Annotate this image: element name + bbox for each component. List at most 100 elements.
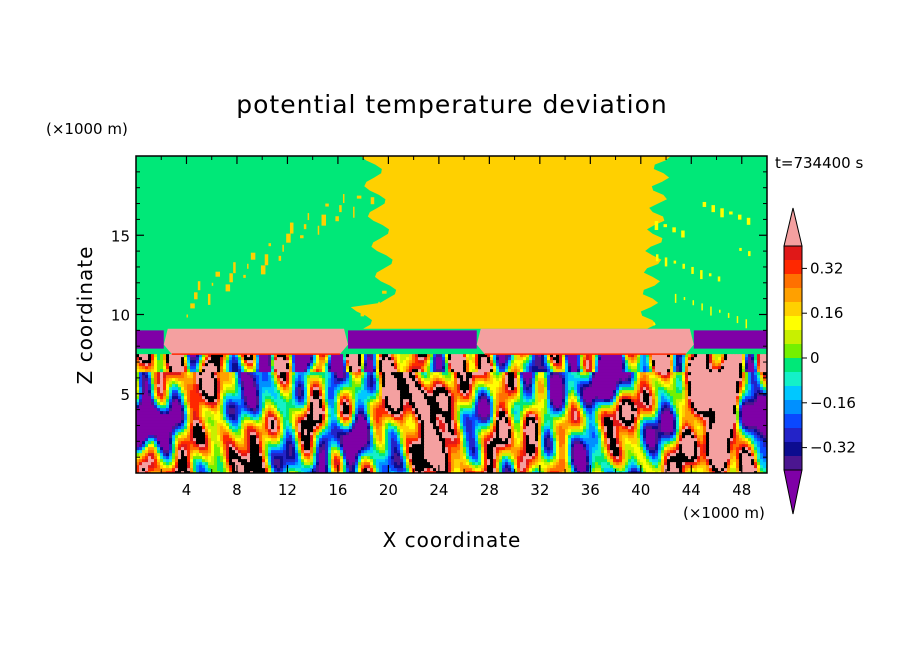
field-cell — [505, 390, 509, 394]
field-cell — [271, 396, 275, 400]
field-cell — [622, 411, 626, 415]
field-cell — [310, 396, 314, 400]
field-cell — [376, 414, 380, 418]
field-cell — [352, 384, 356, 388]
field-cell — [262, 366, 266, 370]
field-cell — [214, 414, 218, 418]
field-cell — [556, 363, 560, 367]
field-cell — [148, 396, 152, 400]
field-cell — [202, 390, 206, 394]
field-cell — [556, 402, 560, 406]
field-cell — [226, 357, 230, 361]
field-cell — [211, 414, 215, 418]
field-cell — [577, 366, 581, 370]
field-cell — [622, 375, 626, 379]
field-cell — [400, 363, 404, 367]
field-cell — [403, 354, 407, 358]
field-cell — [481, 360, 485, 364]
field-cell — [388, 363, 392, 367]
field-cell — [649, 375, 653, 379]
field-cell — [418, 390, 422, 394]
field-cell — [220, 384, 224, 388]
field-cell — [154, 420, 158, 424]
field-cell — [715, 396, 719, 400]
field-cell — [352, 387, 356, 391]
field-cell — [586, 363, 590, 367]
field-cell — [433, 417, 437, 421]
field-cell — [268, 399, 272, 403]
field-cell — [232, 369, 236, 373]
field-cell — [661, 375, 665, 379]
field-cell — [295, 372, 299, 376]
field-cell — [247, 423, 251, 427]
field-cell — [571, 405, 575, 409]
field-cell — [739, 399, 743, 403]
field-cell — [754, 357, 758, 361]
upper-speckle — [736, 316, 739, 324]
field-cell — [142, 411, 146, 415]
field-cell — [523, 408, 527, 412]
upper-speckle — [317, 225, 320, 235]
field-cell — [244, 363, 248, 367]
field-cell — [757, 402, 761, 406]
field-cell — [238, 414, 242, 418]
field-cell — [496, 408, 500, 412]
field-cell — [643, 366, 647, 370]
field-cell — [148, 408, 152, 412]
field-cell — [364, 405, 368, 409]
field-cell — [745, 393, 749, 397]
field-cell — [256, 399, 260, 403]
field-cell — [556, 411, 560, 415]
field-cell — [286, 390, 290, 394]
field-cell — [475, 396, 479, 400]
field-cell — [370, 357, 374, 361]
field-cell — [325, 402, 329, 406]
field-cell — [604, 405, 608, 409]
field-cell — [199, 366, 203, 370]
field-cell — [679, 360, 683, 364]
field-cell — [649, 384, 653, 388]
field-cell — [250, 390, 254, 394]
field-cell — [328, 414, 332, 418]
field-cell — [331, 393, 335, 397]
field-cell — [511, 393, 515, 397]
field-cell — [589, 402, 593, 406]
field-cell — [601, 420, 605, 424]
field-cell — [439, 375, 443, 379]
field-cell — [439, 363, 443, 367]
field-cell — [739, 357, 743, 361]
field-cell — [214, 423, 218, 427]
field-cell — [232, 363, 236, 367]
field-cell — [169, 393, 173, 397]
field-cell — [238, 360, 242, 364]
field-cell — [589, 381, 593, 385]
field-cell — [715, 393, 719, 397]
field-cell — [400, 390, 404, 394]
field-cell — [586, 372, 590, 376]
field-cell — [391, 390, 395, 394]
field-cell — [373, 381, 377, 385]
field-cell — [199, 393, 203, 397]
field-cell — [418, 399, 422, 403]
field-cell — [157, 399, 161, 403]
field-cell — [388, 399, 392, 403]
field-cell — [298, 390, 302, 394]
field-cell — [505, 414, 509, 418]
field-cell — [673, 372, 677, 376]
field-cell — [466, 360, 470, 364]
field-cell — [667, 384, 671, 388]
field-cell — [442, 420, 446, 424]
field-cell — [358, 396, 362, 400]
field-cell — [439, 387, 443, 391]
field-cell — [400, 360, 404, 364]
field-cell — [760, 402, 764, 406]
field-cell — [622, 366, 626, 370]
field-cell — [553, 390, 557, 394]
field-cell — [475, 417, 479, 421]
field-cell — [625, 417, 629, 421]
field-cell — [409, 390, 413, 394]
field-cell — [148, 420, 152, 424]
field-cell — [247, 414, 251, 418]
field-cell — [319, 405, 323, 409]
field-cell — [550, 411, 554, 415]
